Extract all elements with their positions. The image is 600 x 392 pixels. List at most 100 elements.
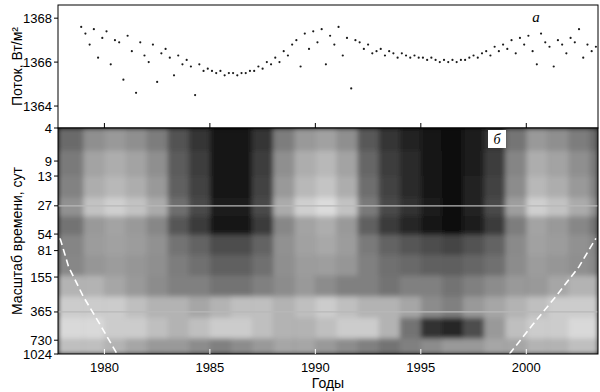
heatmap-cell xyxy=(83,216,105,235)
y-tick-label: 1024 xyxy=(23,347,52,362)
data-point xyxy=(494,46,496,48)
heatmap-cell xyxy=(568,216,590,235)
heatmap-cell xyxy=(568,276,590,297)
heatmap-cell xyxy=(379,128,401,151)
heatmap-cell xyxy=(484,255,506,276)
heatmap-cell xyxy=(126,255,148,276)
heatmap-cell xyxy=(231,297,253,319)
heatmap-cell xyxy=(104,318,126,339)
heatmap-cell xyxy=(189,216,211,235)
data-point xyxy=(152,43,154,45)
heatmap-cell xyxy=(505,255,527,276)
data-point xyxy=(316,41,318,43)
heatmap-cell xyxy=(104,128,126,151)
heatmap-cell xyxy=(505,297,527,319)
y-tick xyxy=(54,176,58,177)
plot-background xyxy=(58,5,598,128)
data-point xyxy=(207,68,209,70)
heatmap-cell xyxy=(83,276,105,297)
data-point xyxy=(591,50,593,52)
y-tick-label: 9 xyxy=(45,154,52,169)
data-point xyxy=(342,54,344,56)
heatmap-cell xyxy=(421,318,443,339)
heatmap-cell xyxy=(336,197,358,216)
heatmap-cell xyxy=(421,197,443,216)
heatmap-cell xyxy=(442,197,464,216)
heatmap-cell xyxy=(505,338,527,354)
heatmap-cell xyxy=(126,197,148,216)
heatmap-cell xyxy=(484,318,506,339)
heatmap-cell xyxy=(252,216,274,235)
data-point xyxy=(502,43,504,45)
y-tick-label: 1368 xyxy=(23,11,52,26)
plot-background xyxy=(58,128,598,354)
heatmap-cell xyxy=(463,128,485,151)
heatmap-cell xyxy=(547,297,569,319)
heatmap-cell xyxy=(273,151,295,177)
heatmap-cell xyxy=(547,128,569,151)
heatmap-cell xyxy=(358,128,380,151)
heatmap-cell xyxy=(442,338,464,354)
y-tick xyxy=(54,62,58,63)
heatmap-cell xyxy=(58,338,84,354)
data-point xyxy=(80,26,82,28)
heatmap-cell xyxy=(590,197,598,216)
data-point xyxy=(397,57,399,59)
y-tick-label: 1366 xyxy=(23,55,52,70)
data-point xyxy=(299,65,301,67)
heatmap-cell xyxy=(189,338,211,354)
heatmap-cell xyxy=(294,338,316,354)
heatmap-cell xyxy=(526,297,548,319)
heatmap-cell xyxy=(463,235,485,256)
heatmap-cell xyxy=(442,297,464,319)
heatmap-cell xyxy=(231,176,253,198)
x-tick xyxy=(315,349,316,354)
data-point xyxy=(439,61,441,63)
x-tick xyxy=(209,123,210,128)
heatmap-cell xyxy=(58,297,84,319)
x-tick xyxy=(526,349,527,354)
heatmap-cell xyxy=(126,151,148,177)
heatmap-cell xyxy=(358,235,380,256)
heatmap-cell xyxy=(358,276,380,297)
data-point xyxy=(122,79,124,81)
heatmap-cell xyxy=(358,255,380,276)
data-point xyxy=(148,61,150,63)
data-point xyxy=(451,59,453,61)
heatmap-cell xyxy=(442,216,464,235)
heatmap-cell xyxy=(83,128,105,151)
y-tick xyxy=(54,277,58,278)
data-point xyxy=(321,28,323,30)
x-tick xyxy=(420,349,421,354)
heatmap-cell xyxy=(379,176,401,198)
plot-area xyxy=(58,128,598,354)
heatmap-cell xyxy=(358,197,380,216)
data-point xyxy=(186,59,188,61)
heatmap-cell xyxy=(294,276,316,297)
data-point xyxy=(460,59,462,61)
data-point xyxy=(418,57,420,59)
data-point xyxy=(472,54,474,56)
heatmap-cell xyxy=(231,276,253,297)
heatmap-cell xyxy=(568,151,590,177)
heatmap-cell xyxy=(231,151,253,177)
data-point xyxy=(468,57,470,59)
cone-of-influence xyxy=(509,238,595,354)
heatmap-cell xyxy=(83,151,105,177)
data-point xyxy=(401,52,403,54)
heatmap-cell xyxy=(294,318,316,339)
heatmap-cell xyxy=(210,338,232,354)
x-tick xyxy=(420,123,421,128)
x-axis-label: Годы xyxy=(312,375,344,391)
y-axis-label: Поток, Вт/м² xyxy=(9,27,25,106)
y-tick-label: 1364 xyxy=(23,99,52,114)
heatmap-cell xyxy=(379,297,401,319)
heatmap-cell xyxy=(315,197,337,216)
data-point xyxy=(481,52,483,54)
heatmap-cell xyxy=(421,151,443,177)
heatmap-cell xyxy=(273,276,295,297)
heatmap-cell xyxy=(547,338,569,354)
heatmap-cell xyxy=(168,318,190,339)
data-point xyxy=(413,54,415,56)
data-point xyxy=(553,65,555,67)
